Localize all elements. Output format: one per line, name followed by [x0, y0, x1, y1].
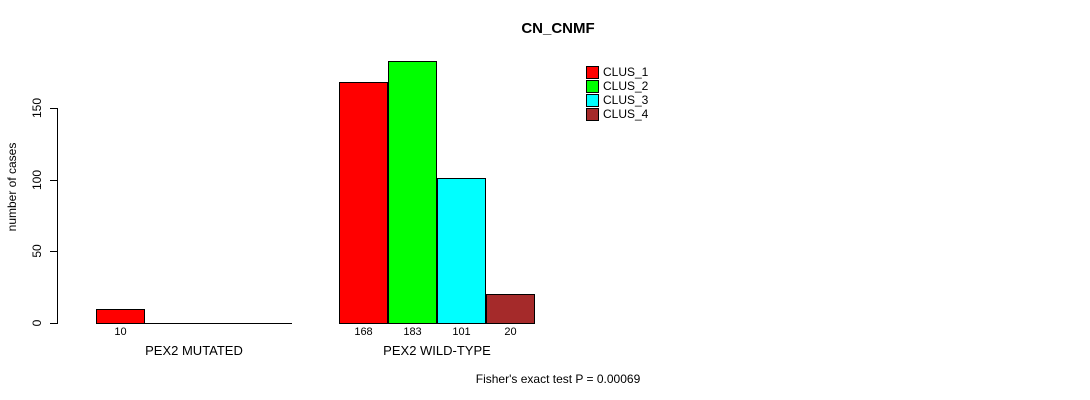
bar-clus_1-group0: [96, 309, 145, 324]
y-axis-tick-label: 0: [30, 319, 44, 327]
bar-value-label: 183: [403, 326, 422, 338]
y-axis-tick: [50, 323, 57, 324]
bar-clus_4-group1: [486, 294, 535, 324]
legend-swatch-clus_4: [586, 107, 599, 121]
x-group-label-pex2-mutated: PEX2 MUTATED: [145, 343, 243, 358]
y-axis-tick: [50, 180, 57, 181]
bar-clus_1-group1: [339, 82, 388, 324]
legend-label-clus_1: CLUS_1: [603, 65, 649, 79]
legend-label-clus_3: CLUS_3: [603, 93, 649, 107]
legend-item-clus_1: CLUS_1: [586, 65, 648, 79]
legend-item-clus_3: CLUS_3: [586, 93, 648, 107]
bar-value-label: 168: [354, 326, 373, 338]
legend-label-clus_2: CLUS_2: [603, 79, 649, 93]
bar-zero-clus_2-group0: [145, 323, 194, 324]
bar-value-label: 101: [452, 326, 471, 338]
chart-title: CN_CNMF: [521, 20, 595, 37]
y-axis-line: [57, 108, 58, 324]
bar-value-label: 20: [504, 326, 517, 338]
bar-clus_3-group1: [437, 178, 486, 324]
legend-swatch-clus_3: [586, 93, 599, 107]
y-axis-tick-label: 100: [30, 169, 44, 191]
fisher-test-annotation: Fisher's exact test P = 0.00069: [475, 372, 641, 386]
legend-swatch-clus_2: [586, 79, 599, 93]
y-axis-title: number of cases: [5, 142, 19, 232]
bar-zero-clus_3-group0: [194, 323, 243, 324]
y-axis-tick-label: 50: [30, 244, 44, 258]
x-group-label-pex2-wild-type: PEX2 WILD-TYPE: [383, 343, 491, 358]
y-axis-tick: [50, 251, 57, 252]
chart-legend: CLUS_1 CLUS_2 CLUS_3 CLUS_4: [586, 65, 648, 121]
y-axis-tick-label: 150: [30, 97, 44, 119]
bar-value-label: 10: [114, 326, 127, 338]
y-axis-tick: [50, 108, 57, 109]
legend-item-clus_4: CLUS_4: [586, 107, 648, 121]
legend-swatch-clus_1: [586, 65, 599, 79]
legend-item-clus_2: CLUS_2: [586, 79, 648, 93]
bar-zero-clus_4-group0: [243, 323, 292, 324]
bar-clus_2-group1: [388, 61, 437, 324]
legend-label-clus_4: CLUS_4: [603, 107, 649, 121]
